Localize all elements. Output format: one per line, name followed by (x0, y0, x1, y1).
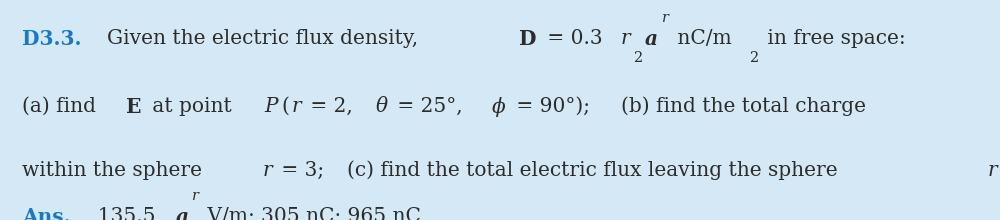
Text: Given the electric flux density,: Given the electric flux density, (99, 29, 424, 48)
Text: r: r (662, 11, 669, 25)
Text: 135.5: 135.5 (85, 207, 155, 220)
Text: a: a (176, 207, 189, 220)
Text: 2: 2 (749, 51, 758, 65)
Text: D: D (519, 29, 536, 49)
Text: r: r (192, 189, 199, 203)
Text: V/m; 305 nC; 965 nC: V/m; 305 nC; 965 nC (201, 207, 421, 220)
Text: E: E (126, 97, 141, 117)
Text: (b) find the total charge: (b) find the total charge (621, 97, 866, 116)
Text: ϕ: ϕ (492, 97, 506, 117)
Text: = 90°);: = 90°); (510, 97, 596, 116)
Text: r: r (988, 161, 997, 180)
Text: r: r (262, 161, 272, 180)
Text: P: P (264, 97, 278, 116)
Text: D3.3.: D3.3. (22, 29, 82, 49)
Text: (c) find the total electric flux leaving the sphere: (c) find the total electric flux leaving… (347, 161, 844, 180)
Text: θ: θ (376, 97, 388, 116)
Text: r: r (621, 29, 630, 48)
Text: (a) find: (a) find (22, 97, 102, 116)
Text: Ans.: Ans. (22, 207, 71, 220)
Text: in free space:: in free space: (761, 29, 906, 48)
Text: = 2,: = 2, (304, 97, 360, 116)
Text: = 25°,: = 25°, (391, 97, 469, 116)
Text: at point: at point (146, 97, 238, 116)
Text: = 0.3: = 0.3 (541, 29, 603, 48)
Text: a: a (645, 29, 658, 49)
Text: r: r (292, 97, 302, 116)
Text: = 3;: = 3; (275, 161, 330, 180)
Text: within the sphere: within the sphere (22, 161, 208, 180)
Text: nC/m: nC/m (671, 29, 731, 48)
Text: (: ( (282, 97, 290, 116)
Text: 2: 2 (633, 51, 642, 65)
